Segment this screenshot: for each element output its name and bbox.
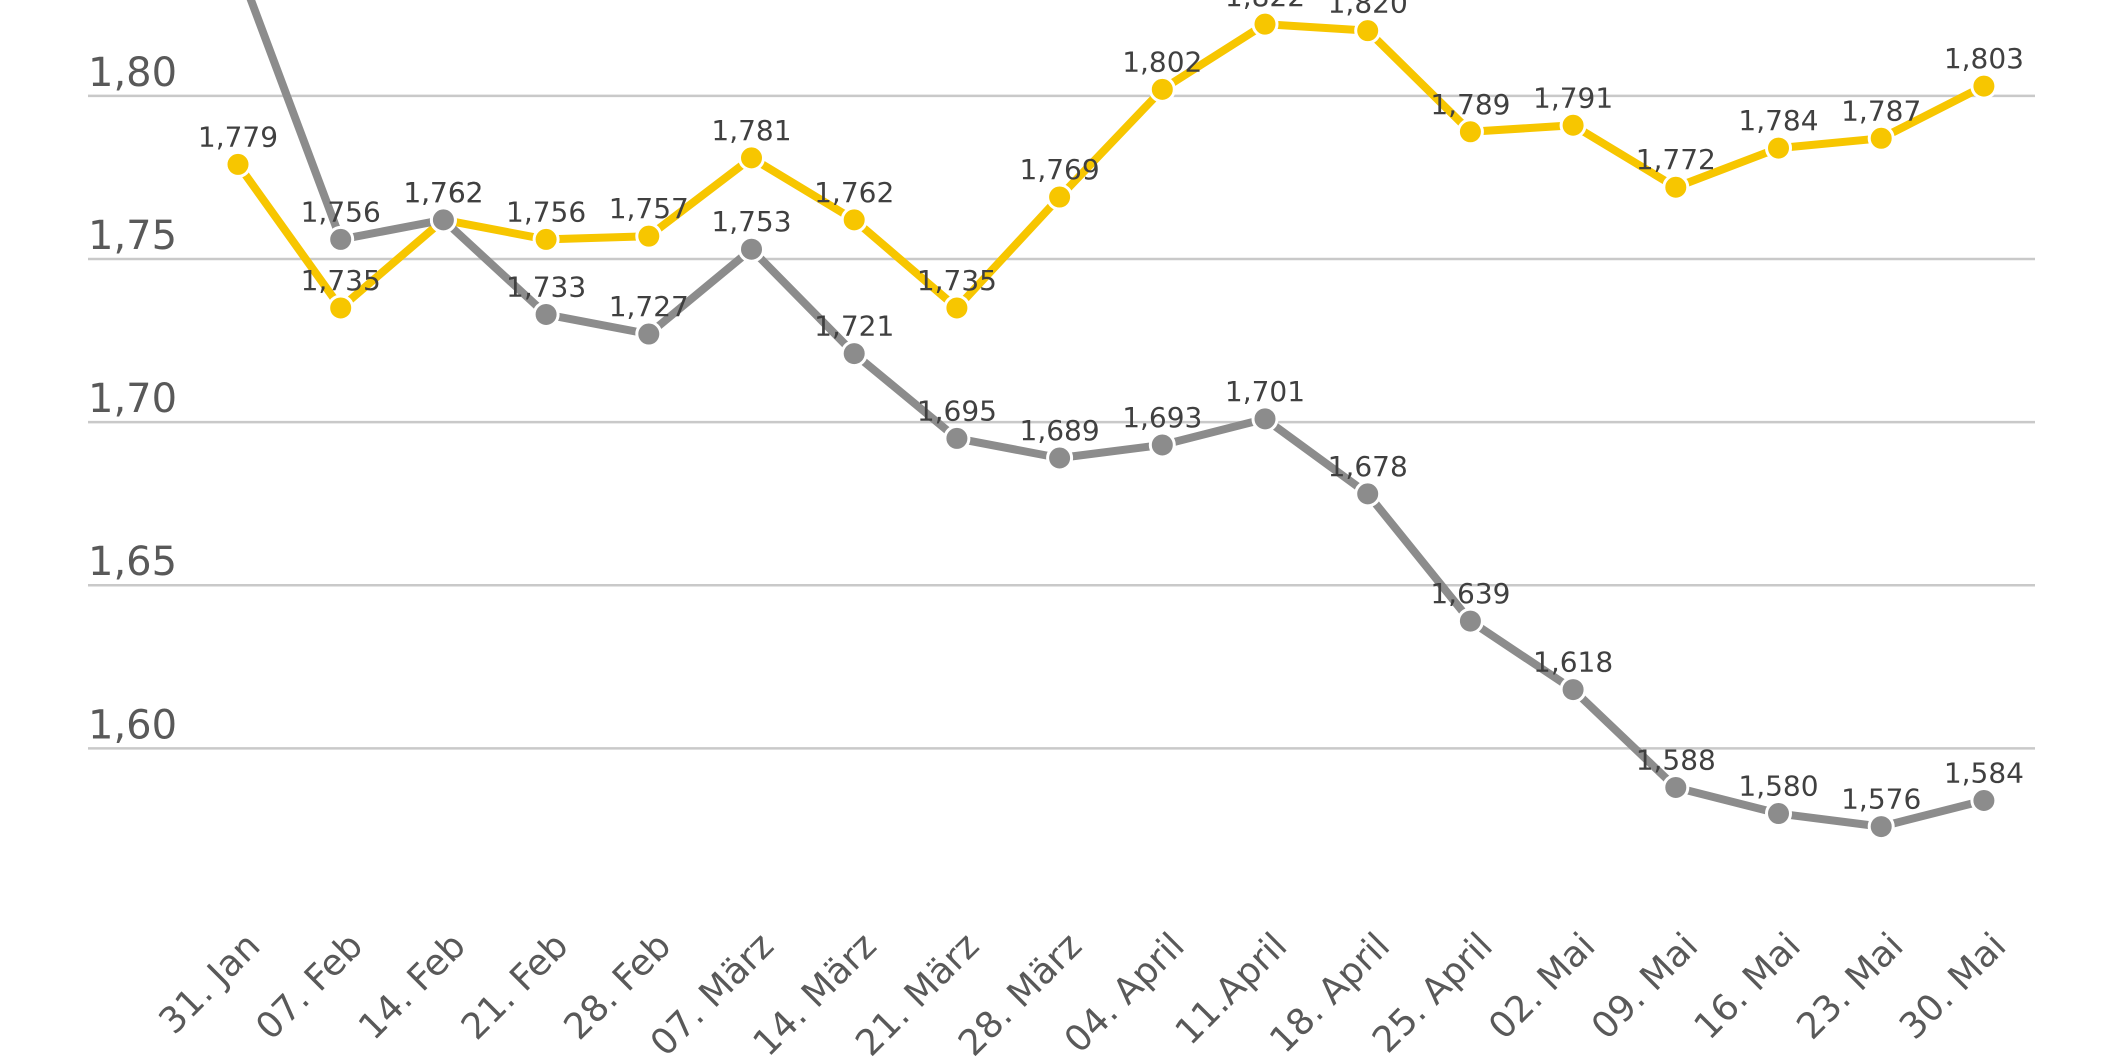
data-label: 1,588	[1636, 743, 1716, 776]
data-point	[1251, 10, 1279, 38]
data-point	[532, 300, 560, 328]
x-tick-label: 02. Mai	[1481, 925, 1603, 1047]
data-point	[1867, 124, 1895, 152]
x-tick-label: 21. Feb	[454, 925, 577, 1048]
data-label: 1,727	[609, 290, 689, 323]
data-label: 1,779	[198, 120, 278, 153]
data-label: 1,762	[403, 176, 483, 209]
data-label: 1,781	[711, 114, 791, 147]
x-tick-label: 07. Feb	[248, 925, 371, 1048]
data-point	[1354, 17, 1382, 45]
data-label: 1,735	[917, 264, 997, 297]
y-tick-label: 1,65	[88, 539, 177, 585]
x-tick-label: 09. Mai	[1584, 925, 1706, 1047]
gridlines	[88, 94, 2035, 750]
data-label: 1,689	[1020, 414, 1100, 447]
series-line-1	[246, 0, 1988, 831]
data-label: 1,803	[1944, 42, 2024, 75]
data-label: 1,822	[1225, 0, 1305, 13]
x-tick-label: 16. Mai	[1687, 925, 1809, 1047]
data-point	[1456, 607, 1484, 635]
data-point	[1251, 405, 1279, 433]
data-label: 1,618	[1533, 646, 1613, 679]
data-label: 1,693	[1122, 401, 1202, 434]
data-point	[943, 294, 971, 322]
data-label: 1,820	[1328, 0, 1408, 20]
data-labels: 1,779 1,735 1,762 1,756 1,757 1,781 1,762 1,735…	[198, 0, 2024, 816]
data-label: 1,756	[301, 195, 381, 228]
data-label: 1,787	[1841, 94, 1921, 127]
data-label: 1,789	[1430, 88, 1510, 121]
data-point	[1046, 183, 1074, 211]
data-label: 1,580	[1738, 770, 1818, 803]
data-label: 1,576	[1841, 783, 1921, 816]
data-point	[840, 206, 868, 234]
data-point	[429, 206, 457, 234]
x-tick-label: 31. Jan	[152, 925, 269, 1042]
data-point	[1148, 431, 1176, 459]
data-label: 1,791	[1533, 81, 1613, 114]
data-point	[1765, 800, 1792, 828]
data-label: 1,733	[506, 270, 586, 303]
data-label: 1,735	[301, 264, 381, 297]
data-label: 1,701	[1225, 375, 1305, 408]
data-point	[532, 225, 560, 253]
data-point	[943, 424, 971, 452]
data-point	[635, 222, 663, 250]
data-point	[1559, 676, 1587, 704]
y-axis-ticks: 1,80 1,75 1,70 1,65 1,60	[88, 50, 177, 748]
data-label: 1,772	[1636, 143, 1716, 176]
data-point	[1867, 813, 1895, 841]
y-tick-label: 1,75	[88, 213, 177, 259]
data-point	[1970, 787, 1998, 815]
y-tick-label: 1,70	[88, 376, 177, 422]
data-label: 1,762	[814, 176, 894, 209]
data-point	[738, 144, 765, 172]
data-point	[327, 225, 355, 253]
data-point	[635, 320, 663, 348]
data-label: 1,753	[711, 205, 791, 238]
data-label: 1,678	[1328, 450, 1408, 483]
data-label: 1,757	[609, 192, 689, 225]
data-point	[1662, 773, 1690, 801]
data-point	[1662, 173, 1690, 201]
data-label: 1,695	[917, 394, 997, 427]
data-label: 1,762	[403, 176, 483, 209]
data-point	[1148, 75, 1176, 103]
data-point	[840, 340, 868, 368]
x-tick-label: 23. Mai	[1789, 925, 1911, 1047]
x-tick-label: 14. Feb	[351, 925, 474, 1048]
data-point	[327, 294, 355, 322]
data-point	[1046, 444, 1074, 472]
data-label: 1,584	[1944, 757, 2024, 790]
data-point	[1559, 111, 1587, 139]
data-point	[1970, 72, 1998, 100]
series-line-0	[234, 20, 1988, 312]
x-tick-label: 30. Mai	[1892, 925, 2014, 1047]
data-label: 1,802	[1122, 45, 1202, 78]
data-label: 1,639	[1430, 577, 1510, 610]
data-label: 1,784	[1738, 104, 1818, 137]
data-point	[1765, 134, 1792, 162]
y-tick-label: 1,60	[88, 702, 177, 748]
data-label: 1,721	[814, 310, 894, 343]
data-label: 1,756	[506, 195, 586, 228]
data-point	[1456, 118, 1484, 146]
data-point	[738, 235, 765, 263]
data-point	[224, 150, 252, 178]
data-label: 1,769	[1020, 153, 1100, 186]
series-lines	[224, 0, 1998, 841]
data-point	[1354, 480, 1382, 508]
y-tick-label: 1,80	[88, 50, 177, 96]
